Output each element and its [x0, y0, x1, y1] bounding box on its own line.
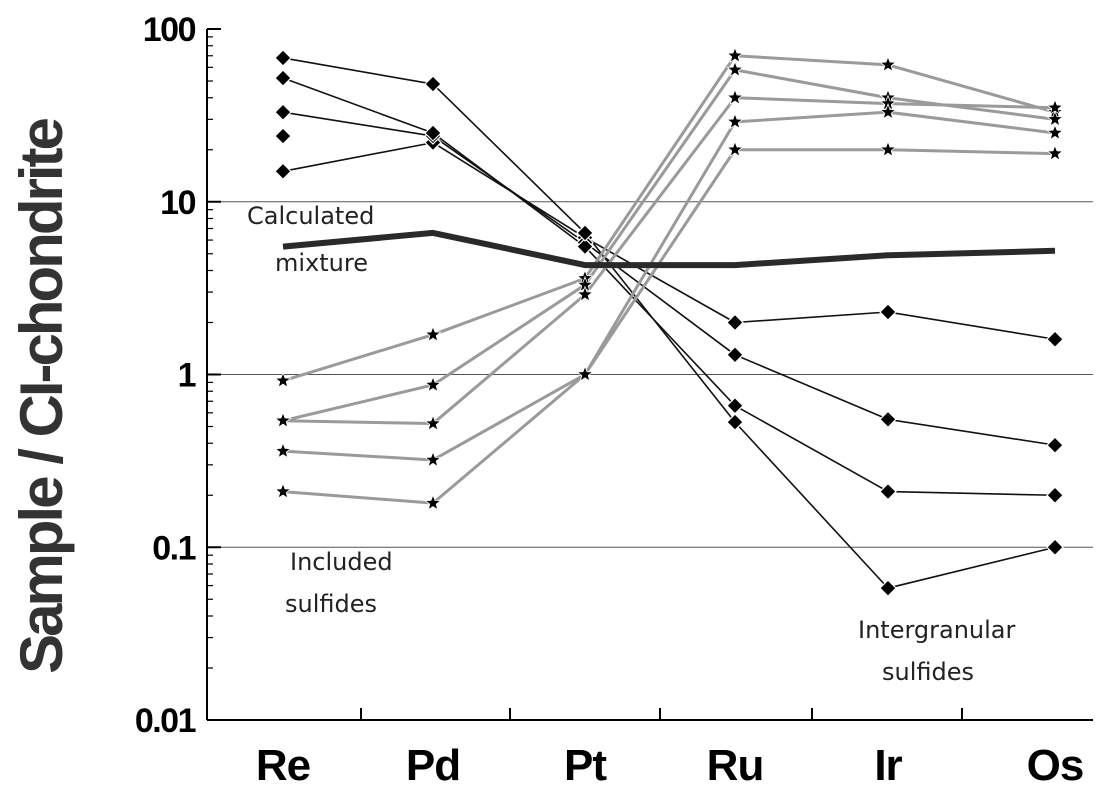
data-point-included-7-ru	[726, 88, 744, 106]
data-point-intergranular-3-re	[274, 49, 292, 67]
data-point-included-5-re	[274, 371, 292, 389]
x-tick-label-re: Re	[256, 741, 310, 790]
data-point-intergranular-2-re	[274, 69, 292, 87]
annotation-included-sulfides-line-2: sulfides	[285, 590, 377, 618]
data-point-intergranular-3-ir	[879, 579, 897, 597]
data-point-intergranular-2-pd	[424, 124, 442, 142]
series-line-intergranular-1	[282, 111, 1056, 446]
y-axis-title: Sample / CI-chondrite	[8, 118, 75, 673]
series-line-intergranular-3	[282, 57, 1056, 589]
x-tick-label-ir: Ir	[874, 741, 902, 790]
data-point-intergranular-3-pt	[576, 224, 594, 242]
data-point-intergranular-0-re	[274, 162, 292, 181]
y-tick-label: 0.1	[152, 529, 195, 567]
series-line-included-9	[282, 148, 1056, 505]
data-point-included-5-ir	[879, 55, 897, 73]
data-point-intergranular-1-ir	[879, 410, 897, 429]
annotation-calculated-mixture-line-2: mixture	[275, 249, 368, 277]
annotation-included-sulfides-line-1: Included	[290, 548, 393, 576]
data-point-included-9-pd	[424, 494, 442, 511]
data-point-intergranular-1-ru	[726, 345, 744, 364]
data-point-included-6-os	[1046, 110, 1064, 127]
data-point-intergranular-0-ru	[726, 313, 744, 332]
y-tick-label: 1	[178, 357, 196, 395]
plot-area: 0.01 0.1 1 10 100 Re Pd Pt Ru Ir Os	[135, 11, 1093, 790]
data-point-intergranular-0-os	[1046, 330, 1064, 349]
y-tick-label: 10	[160, 184, 195, 222]
data-point-included-5-pd	[424, 325, 442, 343]
data-point-included-7-pt	[576, 285, 594, 302]
annotation-intergranular-sulfides-line-1: Intergranular	[858, 616, 1016, 644]
data-point-included-7-re	[274, 411, 292, 429]
data-point-included-8-pd	[424, 450, 442, 468]
data-point-intergranular-1-re	[274, 103, 292, 122]
series-line-included-6	[282, 68, 1056, 423]
data-point-included-7-os	[1046, 98, 1064, 116]
x-tick-label-pd: Pd	[406, 741, 460, 790]
data-point-included-9-ir	[879, 140, 897, 158]
series-line-included-7	[282, 96, 1056, 426]
data-point-intergranular-3-pd	[424, 75, 442, 93]
data-point-intergranular-2-os	[1046, 486, 1064, 505]
x-tick-label-ru: Ru	[707, 741, 764, 790]
data-point-included-9-os	[1046, 144, 1064, 161]
data-point-included-7-pd	[424, 414, 442, 431]
y-tick-label: 0.01	[135, 702, 196, 740]
data-point-included-5-ru	[726, 46, 744, 64]
series-line-intergranular-0	[282, 141, 1056, 341]
data-point-included-6-ru	[726, 60, 744, 78]
series-line-included-5	[282, 54, 1056, 383]
y-tick-label: 100	[143, 11, 196, 49]
data-point-included-8-re	[274, 442, 292, 459]
data-point-included-9-ru	[726, 140, 744, 158]
x-tick-label-os: Os	[1027, 741, 1084, 790]
data-point-included-8-ru	[726, 112, 744, 130]
x-tick-label-pt: Pt	[564, 741, 607, 790]
data-point-included-9-pt	[576, 365, 594, 382]
data-point-intergranular-1-os	[1046, 436, 1064, 454]
data-point-included-9-re	[274, 482, 292, 499]
series-line-mixture-10	[282, 229, 1056, 269]
data-point-included-8-os	[1046, 123, 1064, 141]
data-point-intergranular-3-ru	[726, 413, 744, 431]
annotation-intergranular-sulfides-line-2: sulfides	[882, 658, 974, 686]
data-point-included-8-ir	[879, 103, 897, 120]
data-point-intergranular-0-ir	[879, 303, 897, 321]
data-point-intergranular-4-re	[274, 127, 292, 145]
series-line-included-8	[282, 110, 1056, 462]
data-point-intergranular-3-os	[1046, 538, 1064, 557]
data-point-included-6-pd	[424, 375, 442, 393]
data-point-intergranular-2-pt	[576, 237, 594, 256]
data-point-intergranular-2-ir	[879, 482, 897, 501]
annotation-calculated-mixture-line-1: Calculated	[247, 202, 374, 230]
series-line-intergranular-2	[282, 77, 1056, 497]
